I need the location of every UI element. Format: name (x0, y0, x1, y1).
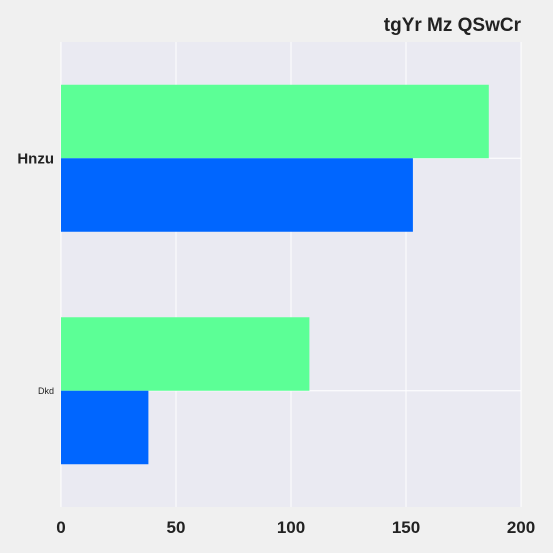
x-tick-label: 50 (167, 518, 186, 537)
x-tick-label: 100 (277, 518, 305, 537)
bar-hnzu-series-1 (61, 84, 489, 159)
category-label-hnzu: Hnzu (17, 150, 54, 167)
bars (61, 84, 489, 465)
bar-hnzu-series-2 (61, 158, 413, 232)
x-tick-label: 200 (507, 518, 535, 537)
x-tick-label: 150 (392, 518, 420, 537)
y-axis-categories: Hnzu Dkd (17, 150, 54, 396)
category-label-dkd: Dkd (38, 386, 54, 396)
bar-dkd-series-2 (61, 390, 149, 465)
x-axis-ticks: 0 50 100 150 200 (56, 518, 535, 537)
x-tick-label: 0 (56, 518, 65, 537)
chart-title: tgYr Mz QSwCr (384, 15, 522, 36)
bar-dkd-series-1 (61, 317, 310, 391)
